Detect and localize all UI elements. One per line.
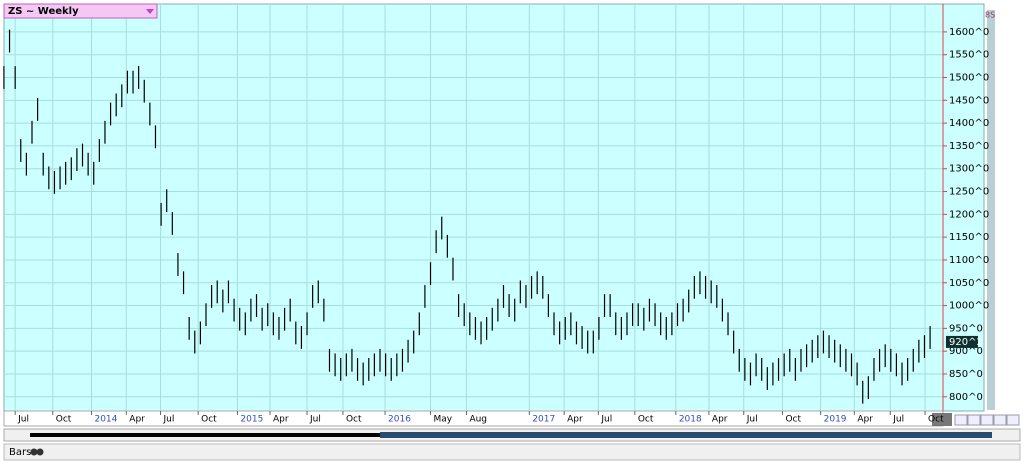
dropdown-arrow[interactable] bbox=[146, 9, 154, 14]
nav-button[interactable] bbox=[980, 414, 994, 426]
x-tick-label: May bbox=[434, 415, 453, 425]
y-tick-label: 1000^0 bbox=[949, 301, 989, 312]
bars bbox=[3, 29, 931, 404]
badge: 8S bbox=[985, 11, 995, 20]
x-tick-label: 2017 bbox=[532, 415, 555, 425]
x-tick-label: Jul bbox=[163, 415, 175, 425]
x-tick-label: 2018 bbox=[679, 415, 702, 425]
nav-button[interactable] bbox=[993, 414, 1007, 426]
x-tick-label: Apr bbox=[712, 415, 728, 425]
nav-button[interactable] bbox=[967, 414, 981, 426]
x-tick-label: Jul bbox=[309, 415, 321, 425]
y-tick-label: 800^0 bbox=[949, 392, 983, 403]
y-tick-label: 1450^0 bbox=[949, 95, 989, 106]
y-tick-label: 1550^0 bbox=[949, 50, 989, 61]
scroll-thumb[interactable] bbox=[380, 432, 992, 438]
x-tick-label: Oct bbox=[201, 415, 217, 425]
status-icon[interactable] bbox=[30, 448, 38, 456]
x-tick-label: Oct bbox=[638, 415, 654, 425]
status-label: Bars bbox=[9, 447, 31, 458]
time-axis-box bbox=[932, 413, 952, 426]
y-tick-label: 850^0 bbox=[949, 369, 983, 380]
y-tick-label: 1300^0 bbox=[949, 164, 989, 175]
x-tick-label: Jul bbox=[892, 415, 904, 425]
x-tick-label: Jul bbox=[600, 415, 612, 425]
scroll-track bbox=[30, 433, 380, 437]
y-tick-label: 1200^0 bbox=[949, 209, 989, 220]
x-tick-label: Oct bbox=[346, 415, 362, 425]
x-tick-label: Jul bbox=[746, 415, 758, 425]
x-tick-label: Oct bbox=[56, 415, 72, 425]
side-panel bbox=[987, 10, 995, 410]
x-tick-label: 2015 bbox=[240, 415, 263, 425]
x-tick-label: Apr bbox=[129, 415, 145, 425]
nav-button[interactable] bbox=[1006, 414, 1020, 426]
symbol-dropdown[interactable] bbox=[3, 3, 158, 19]
y-tick-label: 1400^0 bbox=[949, 118, 989, 129]
y-tick-label: 950^0 bbox=[949, 323, 983, 334]
nav-buttons bbox=[954, 414, 1020, 426]
x-tick-label: 2019 bbox=[824, 415, 847, 425]
x-tick-label: Apr bbox=[273, 415, 289, 425]
y-tick-label: 1150^0 bbox=[949, 232, 989, 243]
last-price-label: 920^2 bbox=[949, 337, 983, 348]
y-tick-label: 900^0 bbox=[949, 346, 983, 357]
y-tick-label: 1100^0 bbox=[949, 255, 989, 266]
status-icon[interactable] bbox=[36, 448, 44, 456]
y-tick-label: 1500^0 bbox=[949, 73, 989, 84]
y-tick-label: 1600^0 bbox=[949, 27, 989, 38]
y-tick-label: 1350^0 bbox=[949, 141, 989, 152]
x-tick-label: 2014 bbox=[94, 415, 117, 425]
y-tick-label: 1250^0 bbox=[949, 187, 989, 198]
last-price-tag bbox=[946, 335, 978, 348]
y-tick-label: 1050^0 bbox=[949, 278, 989, 289]
x-tick-label: Apr bbox=[857, 415, 873, 425]
nav-button[interactable] bbox=[954, 414, 968, 426]
status-bar bbox=[3, 443, 1021, 461]
x-tick-label: 2016 bbox=[388, 415, 411, 425]
x-tick-label: Apr bbox=[567, 415, 583, 425]
x-tick-label: Oct bbox=[928, 415, 944, 425]
plot-bg bbox=[3, 3, 985, 412]
x-tick-label: Aug bbox=[469, 415, 487, 425]
x-tick-label: Jul bbox=[17, 415, 29, 425]
x-tick-label: Oct bbox=[785, 415, 801, 425]
chart-title: ZS ~ Weekly bbox=[8, 6, 79, 17]
